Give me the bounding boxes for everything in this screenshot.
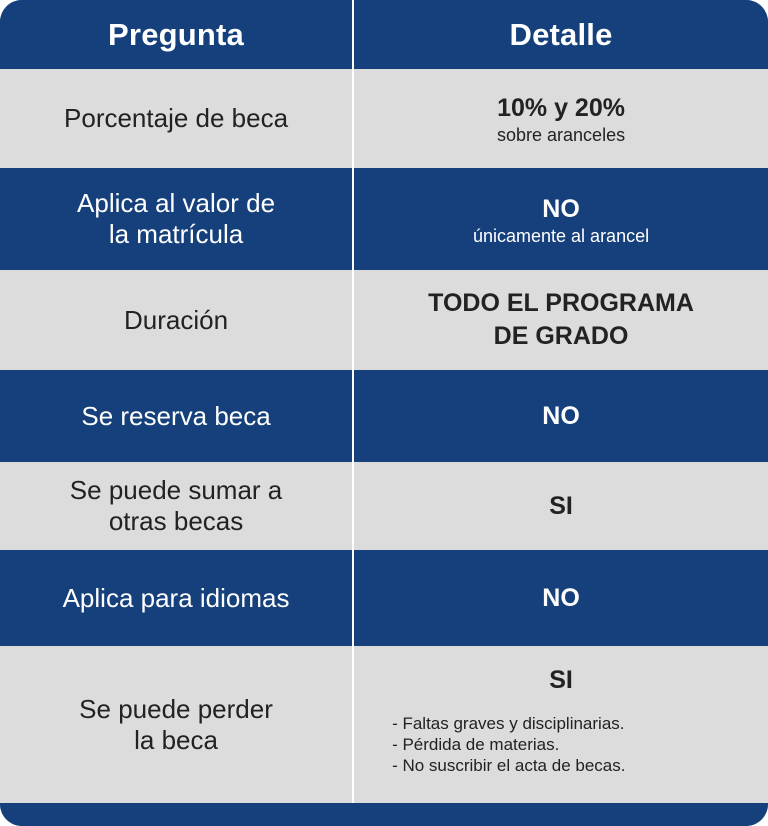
row-answer: SI - Faltas graves y disciplinarias. - P… — [354, 646, 768, 803]
table-row: Se puede perder la beca SI - Faltas grav… — [0, 646, 768, 803]
row-question: Aplica al valor de la matrícula — [0, 168, 352, 270]
question-text: Duración — [124, 304, 229, 335]
row-answer: NO — [354, 550, 768, 646]
answer-text: 10% y 20% — [497, 94, 625, 122]
column-divider — [352, 462, 355, 550]
question-text: Se reserva beca — [81, 400, 271, 431]
row-question: Duración — [0, 270, 352, 370]
list-item: - Faltas graves y disciplinarias. — [392, 714, 625, 733]
answer-text: NO — [542, 583, 580, 612]
answer-text: TODO EL PROGRAMA DE GRADO — [428, 289, 694, 350]
table-row: Se puede sumar a otras becas SI — [0, 462, 768, 550]
row-question: Aplica para idiomas — [0, 550, 352, 646]
table-row: Porcentaje de beca 10% y 20% sobre aranc… — [0, 69, 768, 168]
table-row: Duración TODO EL PROGRAMA DE GRADO — [0, 270, 768, 370]
list-item: - Pérdida de materias. — [392, 735, 560, 754]
column-divider — [352, 646, 355, 803]
answer-text: SI — [549, 491, 573, 520]
row-question: Porcentaje de beca — [0, 69, 352, 168]
row-question: Se puede sumar a otras becas — [0, 462, 352, 550]
answer-text: SI — [549, 666, 573, 694]
question-text: Aplica para idiomas — [62, 582, 290, 613]
table-footer-bar — [0, 803, 768, 826]
row-question: Se reserva beca — [0, 370, 352, 462]
column-divider — [352, 370, 355, 462]
column-divider — [352, 168, 355, 270]
answer-text: NO — [542, 401, 580, 430]
table-row: Se reserva beca NO — [0, 370, 768, 462]
header-detalle: Detalle — [509, 16, 613, 52]
row-question: Se puede perder la beca — [0, 646, 352, 803]
column-divider — [352, 69, 355, 168]
column-divider — [352, 270, 355, 370]
answer-note: sobre aranceles — [497, 125, 626, 145]
answer-note: únicamente al arancel — [472, 225, 650, 246]
row-answer: NO únicamente al arancel — [354, 168, 768, 270]
row-answer: SI — [354, 462, 768, 550]
column-divider — [352, 550, 355, 646]
row-answer: 10% y 20% sobre aranceles — [354, 69, 768, 168]
row-answer: TODO EL PROGRAMA DE GRADO — [354, 270, 768, 370]
column-divider — [352, 0, 355, 69]
table-header: Pregunta Detalle — [0, 0, 768, 69]
table-row: Aplica al valor de la matrícula NO única… — [0, 168, 768, 270]
answer-text: NO — [542, 194, 580, 223]
question-text: Se puede sumar a otras becas — [69, 475, 283, 536]
question-text: Porcentaje de beca — [64, 103, 289, 133]
question-text: Aplica al valor de la matrícula — [77, 188, 276, 249]
loss-reasons-list: - Faltas graves y disciplinarias. - Pérd… — [354, 713, 625, 776]
header-pregunta: Pregunta — [108, 16, 245, 52]
list-item: - No suscribir el acta de becas. — [392, 756, 626, 775]
question-text: Se puede perder la beca — [79, 693, 273, 755]
table-row: Aplica para idiomas NO — [0, 550, 768, 646]
row-answer: NO — [354, 370, 768, 462]
